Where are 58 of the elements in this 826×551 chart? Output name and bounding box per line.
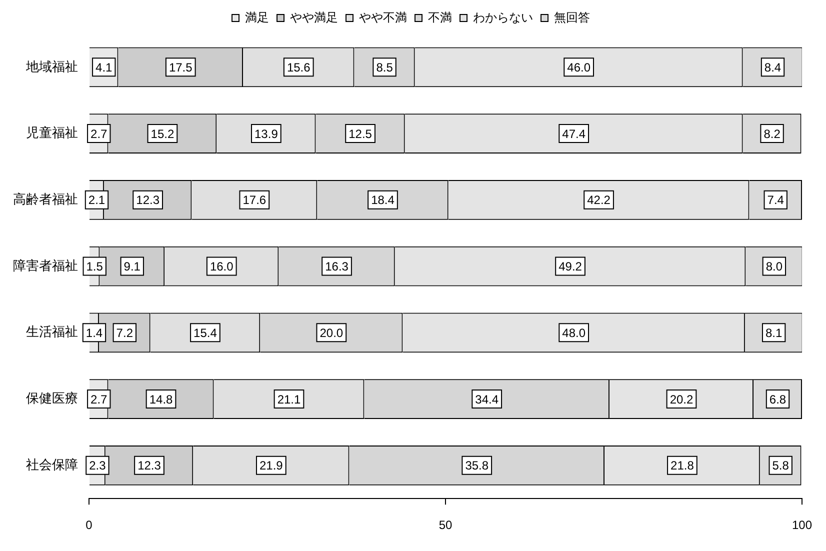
data-label: 8.1: [765, 326, 782, 340]
data-label: 4.1: [96, 60, 113, 74]
data-label: 12.3: [138, 458, 162, 473]
data-label: 2.3: [89, 458, 106, 473]
data-label: 34.4: [475, 392, 499, 406]
data-label: 1.4: [86, 326, 103, 340]
y-tick-label: 高齢者福祉: [13, 192, 78, 207]
data-label: 12.5: [348, 126, 372, 141]
data-label: 1.5: [86, 260, 104, 274]
data-label: 21.1: [277, 392, 301, 406]
data-label: 6.8: [769, 392, 786, 406]
legend-label: やや不満: [359, 10, 407, 24]
data-label: 2.7: [90, 126, 108, 141]
x-tick-label: 50: [438, 518, 452, 532]
legend-label: 満足: [245, 10, 269, 24]
y-tick-label: 障害者福祉: [13, 258, 78, 273]
data-label: 8.2: [764, 126, 781, 141]
data-label: 46.0: [567, 60, 591, 74]
data-label: 8.0: [766, 260, 783, 274]
data-label: 17.6: [242, 193, 266, 208]
data-label: 8.5: [376, 60, 394, 74]
data-label: 14.8: [149, 392, 174, 406]
data-label: 20.0: [320, 326, 344, 340]
legend-label: 不満: [428, 10, 452, 24]
data-label: 48.0: [562, 326, 586, 340]
data-label: 13.9: [254, 126, 278, 141]
data-label: 5.8: [772, 458, 790, 473]
y-tick-label: 社会保障: [26, 456, 78, 472]
legend-label: 無回答: [554, 10, 590, 24]
data-label: 16.3: [325, 260, 349, 274]
data-label: 49.2: [558, 260, 582, 274]
data-label: 9.1: [124, 260, 141, 274]
legend-label: わからない: [473, 10, 533, 24]
data-label: 7.2: [116, 326, 134, 340]
data-label: 47.4: [562, 126, 586, 141]
data-label: 7.4: [767, 193, 784, 208]
y-tick-label: 生活福祉: [26, 324, 78, 340]
data-label: 15.6: [286, 60, 311, 74]
data-label: 16.0: [210, 260, 234, 274]
data-label: 42.2: [587, 193, 611, 208]
data-label: 17.5: [168, 60, 193, 74]
data-label: 15.2: [150, 126, 174, 141]
x-tick-label: 0: [86, 518, 93, 532]
data-label: 18.4: [371, 193, 395, 208]
data-label: 8.4: [764, 60, 782, 74]
data-label: 20.2: [670, 392, 694, 406]
data-label: 12.3: [136, 193, 160, 208]
data-label: 21.9: [259, 458, 284, 473]
data-label: 35.8: [465, 458, 489, 473]
x-tick-label: 100: [792, 518, 812, 532]
data-label: 2.7: [90, 392, 108, 406]
legend-label: やや満足: [290, 10, 338, 24]
data-label: 2.1: [88, 193, 106, 208]
y-tick-label: 保健医療: [26, 390, 78, 406]
y-tick-label: 地域福祉: [25, 58, 78, 74]
data-label: 15.4: [194, 326, 218, 340]
data-label: 21.8: [670, 458, 694, 473]
y-tick-label: 児童福祉: [26, 125, 78, 140]
